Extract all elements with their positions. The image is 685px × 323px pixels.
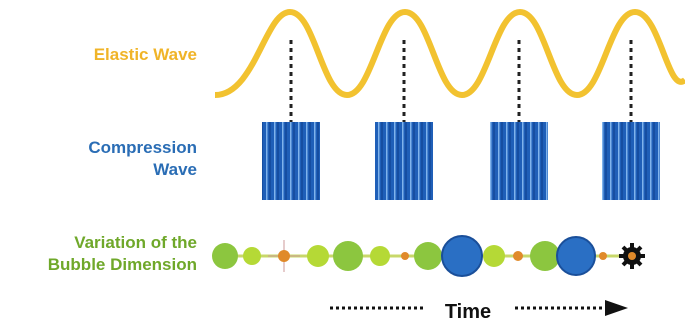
label-line: Wave <box>88 159 197 181</box>
label-line: Bubble Dimension <box>48 254 197 276</box>
compression-label: Compression Wave <box>88 137 197 181</box>
compression-blocks <box>262 122 660 200</box>
time-label: Time <box>445 301 491 323</box>
diagram: Time Elastic Wave Compression Wave Varia… <box>0 0 685 323</box>
bubbles <box>212 236 645 276</box>
arrow-head <box>605 300 628 316</box>
elastic-wave <box>215 12 685 95</box>
label-line: Variation of the <box>48 232 197 254</box>
dotted-links <box>291 40 631 122</box>
bubble-label: Variation of the Bubble Dimension <box>48 232 197 276</box>
label-line: Compression <box>88 137 197 159</box>
elastic-label: Elastic Wave <box>94 44 197 66</box>
